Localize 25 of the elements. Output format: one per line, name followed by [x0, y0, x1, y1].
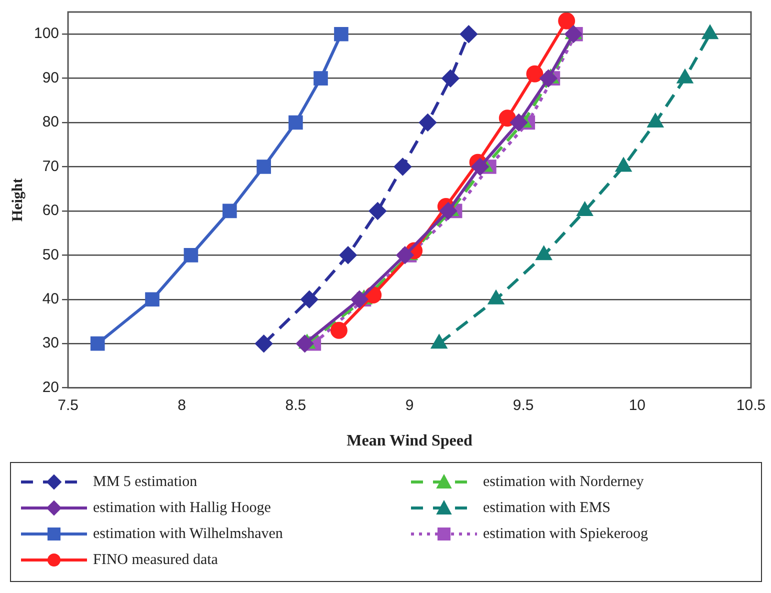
y-tick-label: 40: [42, 290, 60, 308]
legend-label: estimation with EMS: [483, 500, 610, 516]
legend-label: FINO measured data: [93, 552, 218, 568]
y-tick-label: 80: [42, 114, 60, 131]
y-tick-label: 20: [42, 378, 60, 396]
x-tick-label: 8: [178, 396, 186, 414]
legend-label: estimation with Wilhelmshaven: [93, 526, 283, 542]
legend-label: MM 5 estimation: [93, 474, 198, 490]
y-axis-title: Height: [10, 178, 26, 222]
y-tick-label: 70: [42, 158, 60, 175]
x-tick-label: 10.5: [736, 396, 766, 414]
x-tick-label: 7.5: [58, 396, 78, 414]
y-tick-label: 60: [42, 202, 60, 220]
x-tick-label: 9.5: [512, 396, 534, 414]
x-tick-label: 9: [405, 396, 414, 414]
legend-label: estimation with Hallig Hooge: [93, 500, 271, 516]
y-tick-label: 50: [42, 246, 60, 264]
y-tick-label: 100: [34, 25, 60, 42]
x-axis-title: Mean Wind Speed: [346, 432, 472, 450]
legend-label: estimation with Norderney: [483, 474, 644, 490]
x-tick-label: 10: [628, 396, 646, 414]
x-tick-label: 8.5: [285, 396, 306, 414]
y-tick-label: 90: [42, 69, 60, 86]
y-tick-label: 30: [42, 334, 60, 352]
legend-label: estimation with Spiekeroog: [483, 526, 648, 542]
